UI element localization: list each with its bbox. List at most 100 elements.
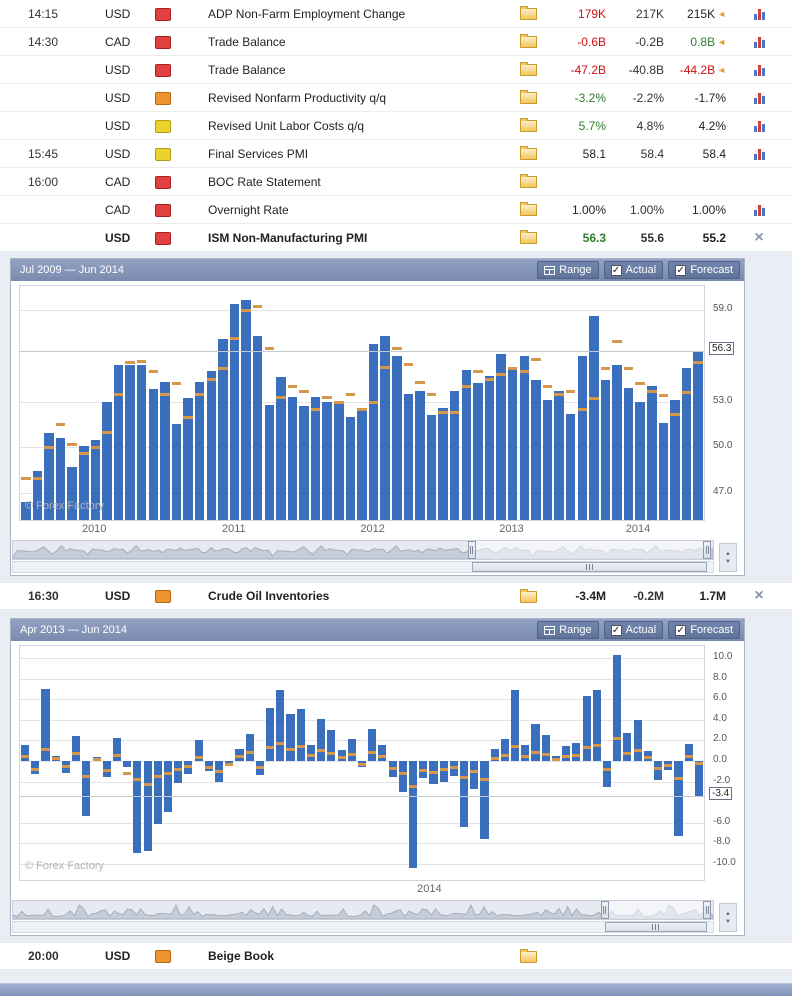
- data-bar: [531, 380, 541, 520]
- beige-book-row-container: 20:00USDBeige Book: [0, 942, 792, 970]
- selected-range-highlight: [472, 541, 708, 559]
- forecast-tick: [164, 772, 172, 775]
- x-tick-label: 2011: [222, 523, 246, 535]
- forecast-tick: [521, 755, 529, 758]
- range-button-label: Range: [559, 264, 591, 276]
- impact-icon: [155, 176, 171, 189]
- close-icon[interactable]: ×: [754, 589, 763, 603]
- forecast-value: -0.2B: [606, 35, 664, 49]
- y-tick-label: 10.0: [713, 651, 732, 662]
- range-handle[interactable]: [601, 901, 609, 919]
- event-title[interactable]: Overnight Rate: [205, 203, 512, 217]
- forecast-tick: [589, 397, 599, 400]
- event-title[interactable]: BOC Rate Statement: [205, 175, 512, 189]
- forecast-tick: [409, 785, 417, 788]
- checkbox-checked-icon: ✓: [611, 625, 622, 636]
- history-chart-icon[interactable]: [754, 92, 765, 104]
- news-folder-icon[interactable]: [520, 232, 537, 244]
- news-folder-icon[interactable]: [520, 951, 537, 963]
- current-value-label: 56.3: [709, 342, 734, 355]
- history-chart-icon[interactable]: [754, 148, 765, 160]
- y-axis: 59.053.050.047.056.3: [707, 285, 744, 521]
- chart-header: Jul 2009 — Jun 2014 Range ✓ Actual ✓ For…: [11, 259, 744, 281]
- forecast-tick: [496, 373, 506, 376]
- news-folder-icon[interactable]: [520, 8, 537, 20]
- forecast-tick: [183, 416, 193, 419]
- forecast-value: -2.2%: [606, 91, 664, 105]
- event-title[interactable]: Final Services PMI: [205, 147, 512, 161]
- range-button[interactable]: Range: [537, 261, 598, 279]
- actual-toggle[interactable]: ✓ Actual: [604, 621, 664, 639]
- data-bar: [113, 738, 121, 761]
- range-overview[interactable]: [12, 900, 714, 920]
- news-folder-icon[interactable]: [520, 148, 537, 160]
- forecast-tick: [276, 742, 284, 745]
- arrow-down-icon[interactable]: ▼: [725, 918, 731, 926]
- news-folder-icon[interactable]: [520, 92, 537, 104]
- calendar-row: USDTrade Balance-47.2B-40.8B-44.2B◄: [0, 56, 792, 84]
- event-title[interactable]: Trade Balance: [205, 63, 512, 77]
- history-chart-icon[interactable]: [754, 204, 765, 216]
- event-title[interactable]: Crude Oil Inventories: [205, 589, 512, 603]
- news-folder-icon[interactable]: [520, 591, 537, 603]
- data-bar: [543, 400, 553, 520]
- event-title[interactable]: ADP Non-Farm Employment Change: [205, 7, 512, 21]
- data-bar: [334, 403, 344, 520]
- news-folder-icon[interactable]: [520, 120, 537, 132]
- currency-label: USD: [100, 119, 152, 133]
- forecast-tick: [438, 411, 448, 414]
- range-overview[interactable]: [12, 540, 714, 560]
- forecast-toggle[interactable]: ✓ Forecast: [668, 261, 740, 279]
- data-bar: [399, 761, 407, 792]
- actual-toggle[interactable]: ✓ Actual: [604, 261, 664, 279]
- close-icon[interactable]: ×: [754, 231, 763, 245]
- arrow-down-icon[interactable]: ▼: [725, 558, 731, 566]
- arrow-up-icon[interactable]: ▲: [725, 550, 731, 558]
- y-tick-label: -2.0: [713, 775, 730, 786]
- range-button[interactable]: Range: [537, 621, 598, 639]
- event-title[interactable]: Revised Nonfarm Productivity q/q: [205, 91, 512, 105]
- forecast-tick: [531, 751, 539, 754]
- event-title[interactable]: ISM Non-Manufacturing PMI: [205, 231, 512, 245]
- forecast-tick: [133, 778, 141, 781]
- actual-value: -3.2%: [552, 91, 606, 105]
- data-bar: [409, 761, 417, 868]
- history-chart-icon[interactable]: [754, 8, 765, 20]
- checkbox-checked-icon: ✓: [675, 625, 686, 636]
- history-chart-icon[interactable]: [754, 120, 765, 132]
- event-title[interactable]: Trade Balance: [205, 35, 512, 49]
- arrow-up-icon[interactable]: ▲: [725, 910, 731, 918]
- y-tick-label: 47.0: [713, 486, 732, 497]
- range-handle[interactable]: [703, 541, 711, 559]
- range-scrollbar[interactable]: [12, 921, 714, 933]
- forecast-tick: [427, 393, 437, 396]
- forecast-tick: [613, 737, 621, 740]
- gridline: [20, 823, 704, 824]
- scroll-thumb[interactable]: [605, 922, 708, 932]
- zoom-arrows[interactable]: ▲ ▼: [719, 543, 737, 572]
- y-tick-label: -8.0: [713, 836, 730, 847]
- history-chart-icon[interactable]: [754, 64, 765, 76]
- event-title[interactable]: Beige Book: [205, 949, 512, 963]
- news-folder-icon[interactable]: [520, 176, 537, 188]
- forecast-toggle[interactable]: ✓ Forecast: [668, 621, 740, 639]
- data-bar: [82, 761, 90, 816]
- zoom-arrows[interactable]: ▲ ▼: [719, 903, 737, 932]
- news-folder-icon[interactable]: [520, 64, 537, 76]
- impact-icon: [155, 36, 171, 49]
- forecast-tick: [230, 337, 240, 340]
- data-bar: [404, 394, 414, 520]
- range-scrollbar[interactable]: [12, 561, 714, 573]
- forecast-tick: [52, 757, 60, 760]
- news-folder-icon[interactable]: [520, 204, 537, 216]
- data-bar: [438, 408, 448, 520]
- forecast-tick: [491, 757, 499, 760]
- history-chart-icon[interactable]: [754, 36, 765, 48]
- forecast-tick: [299, 390, 309, 393]
- event-title[interactable]: Revised Unit Labor Costs q/q: [205, 119, 512, 133]
- range-handle[interactable]: [703, 901, 711, 919]
- range-handle[interactable]: [468, 541, 476, 559]
- news-folder-icon[interactable]: [520, 36, 537, 48]
- forecast-tick: [415, 381, 425, 384]
- scroll-thumb[interactable]: [472, 562, 708, 572]
